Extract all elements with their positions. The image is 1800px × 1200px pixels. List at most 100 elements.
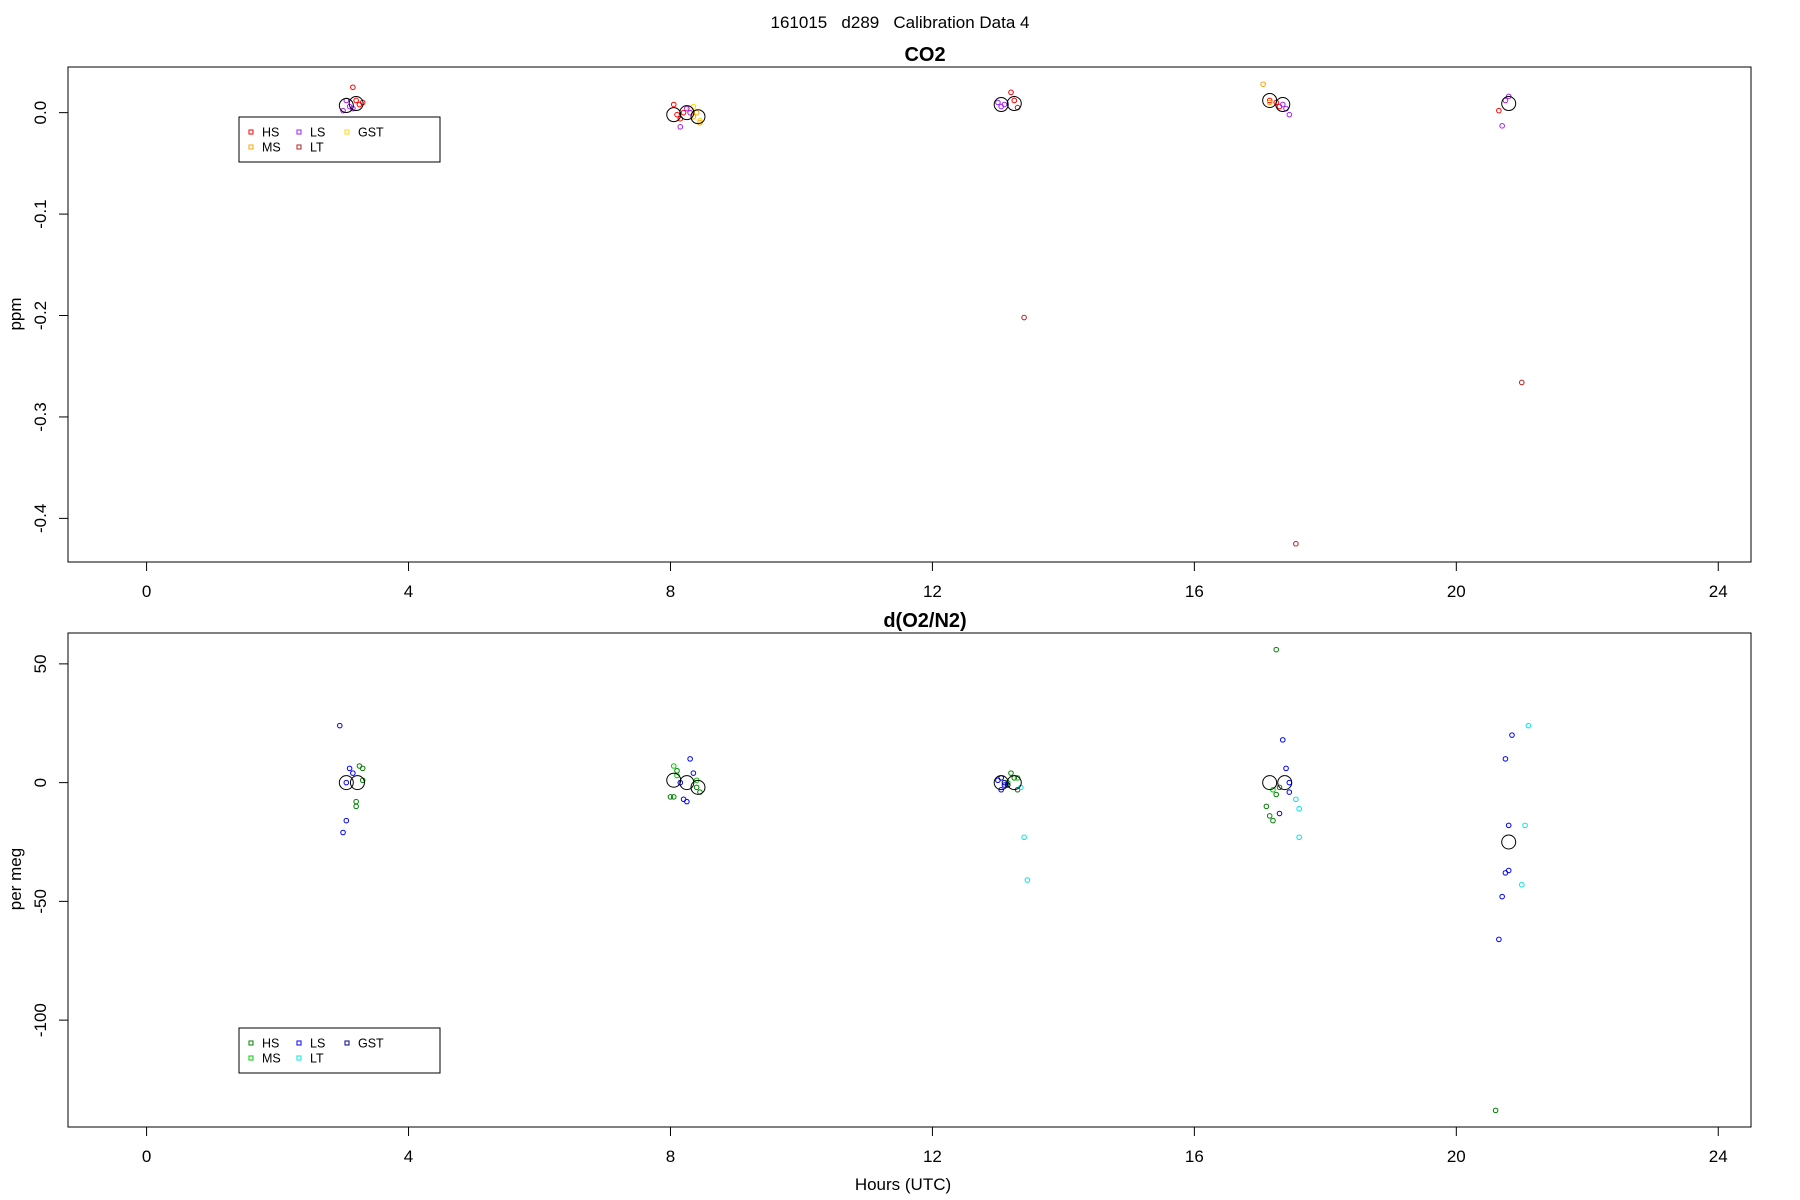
o2n2-point-ls [1276,810,1283,817]
o2n2-mean-marker [1262,775,1278,791]
o2n2-legend-swatch-ls [296,1040,302,1046]
co2-legend-swatch-hs [248,129,254,135]
co2-x-tick-label: 8 [666,582,675,601]
o2n2-point-hs [667,794,674,800]
o2n2-point-hs [359,765,366,772]
co2-point-ls [1001,101,1008,108]
o2n2-means [338,772,1517,850]
o2n2-mean-marker [1277,775,1293,791]
co2-point-lt [1021,314,1027,321]
o2n2-point-hs [1492,1107,1499,1114]
o2n2-x-axis: 0 4 8 12 16 20 24 [142,1126,1728,1166]
o2n2-point-hs [1273,646,1280,653]
co2-means [338,92,1517,125]
o2n2-point-lt [1021,834,1027,841]
o2n2-point-ls [687,756,693,762]
o2n2-point-hs [1008,770,1014,776]
o2n2-point-hs [1273,791,1280,798]
co2-legend-swatch-gst [344,129,350,135]
o2n2-legend-swatch-hs [248,1040,254,1046]
o2n2-point-hs [1263,803,1270,810]
o2n2-legend-swatch-ms [248,1055,254,1061]
o2n2-point-ms [670,763,677,769]
o2n2-mean-marker [993,775,1009,791]
o2n2-legend-label-hs: HS [262,1037,279,1051]
o2n2-point-ls [1505,867,1512,874]
o2n2-x-tick-label: 12 [923,1147,942,1166]
co2-y-tick-label: -0.2 [31,301,50,330]
o2n2-point-ls [1286,779,1293,786]
o2n2-point-ls [1286,789,1293,795]
o2n2-point-hs [353,798,359,805]
o2n2-x-tick-label: 20 [1447,1147,1466,1166]
co2-point-lt [1518,379,1525,386]
co2-x-tick-label: 4 [404,582,413,601]
co2-legend-label-gst: GST [358,126,384,140]
co2-legend-label-ls: LS [310,126,325,140]
figure-supertitle: 161015 d289 Calibration Data 4 [771,13,1030,32]
co2-point-ls [1502,97,1509,104]
o2n2-legend-label-gst: GST [358,1037,384,1051]
co2-y-tick-label: -0.3 [31,402,50,431]
o2n2-mean-marker [338,775,354,791]
o2n2-point-hs [693,784,700,791]
o2n2-y-axis: 50 0 -50 -100 [31,654,68,1037]
o2n2-point-lt [1522,822,1528,829]
co2-point-hs [1496,107,1502,114]
o2n2-point-ls [690,770,697,776]
o2n2-point-ls [1001,782,1008,788]
o2n2-x-tick-label: 8 [666,1147,675,1166]
o2n2-point-hs [1266,813,1273,819]
co2-point-ls [1279,101,1286,108]
o2n2-legend-label-ls: LS [310,1037,325,1051]
o2n2-panel: d(O2/N2) per meg 0 4 8 12 16 20 24 500-50-100 … [6,610,1752,1166]
co2-point-ls [677,124,684,130]
o2n2-point-ls [1283,765,1289,772]
o2n2-legend-label-ms: MS [262,1052,281,1066]
o2n2-point-lt [1024,877,1031,883]
co2-point-ms [1260,81,1266,88]
co2-point-lt [1293,540,1299,547]
co2-x-tick-label: 12 [923,582,942,601]
o2n2-x-tick-label: 4 [404,1147,413,1166]
o2n2-panel-title: d(O2/N2) [883,610,966,632]
co2-mean-marker [690,109,706,125]
o2n2-point-hs [353,803,359,810]
co2-y-axis-label: ppm [6,297,25,330]
co2-mean-marker [1006,96,1022,112]
o2n2-mean-marker [690,779,706,795]
x-axis-label: Hours (UTC) [855,1175,951,1194]
co2-legend-label-hs: HS [262,126,279,140]
o2n2-point-ls [336,722,343,729]
o2n2-y-tick-label: 0 [31,778,50,787]
o2n2-point-lt [1525,722,1532,729]
co2-x-tick-label: 20 [1447,582,1466,601]
o2n2-x-tick-label: 0 [142,1147,151,1166]
o2n2-point-hs [674,767,680,774]
o2n2-point-lt [1518,881,1525,888]
co2-y-tick-label: -0.4 [31,504,50,533]
co2-point-ls [1499,123,1505,129]
o2n2-x-tick-label: 16 [1185,1147,1204,1166]
co2-y-axis: 0.0 -0.1 -0.2 -0.3 -0.4 [31,101,68,533]
co2-mean-marker [1501,96,1517,112]
co2-mean-marker [666,107,682,123]
co2-point-hs [350,84,356,91]
o2n2-point-ls [1499,893,1505,900]
o2n2-y-tick-label: 50 [31,654,50,673]
o2n2-point-ls [684,798,690,805]
co2-point-hs [680,109,687,116]
o2n2-point-ls [346,765,353,772]
o2n2-y-axis-label: per meg [6,848,25,910]
o2n2-point-hs [1270,817,1276,824]
o2n2-mean-marker [679,775,695,791]
co2-panel-title: CO2 [904,44,945,66]
o2n2-point-lt [1293,796,1299,803]
co2-points [340,81,1525,547]
o2n2-point-ls [343,779,350,786]
co2-point-ls [684,105,690,112]
co2-point-hs [353,97,359,104]
o2n2-point-ls [1502,756,1509,762]
